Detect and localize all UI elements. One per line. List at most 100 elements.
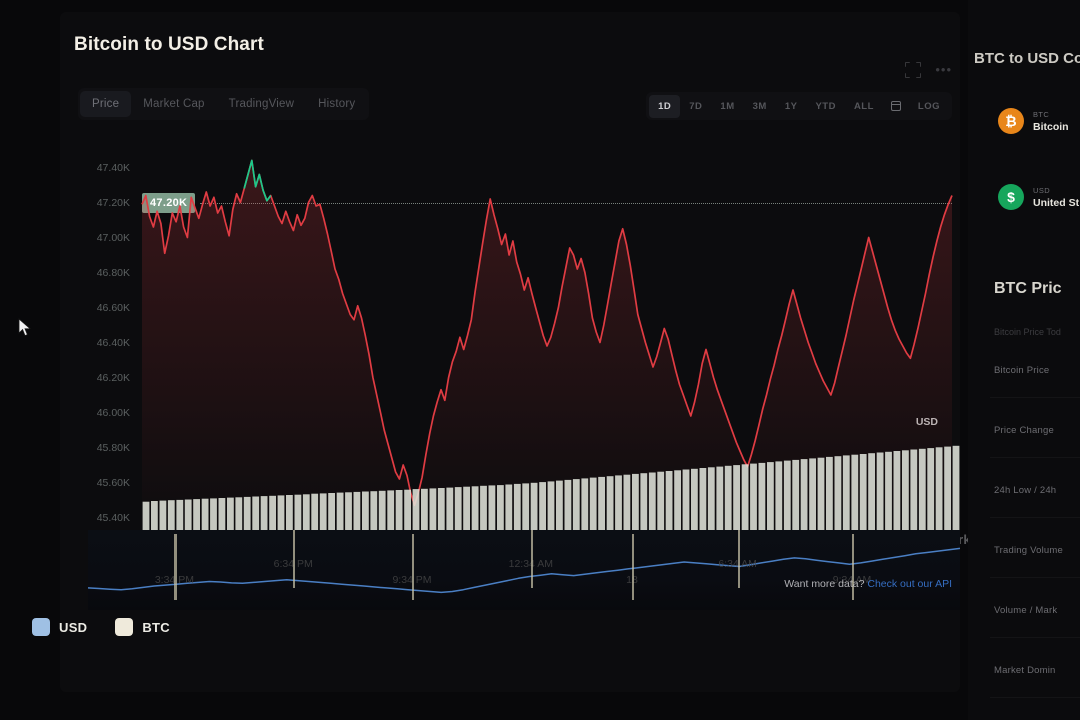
volume-bar [606, 476, 614, 535]
tab-price[interactable]: Price [80, 91, 132, 117]
coin-row-btc[interactable]: ₿ BTC Bitcoin [998, 108, 1069, 134]
legend-checkbox[interactable] [115, 618, 134, 636]
calendar-icon[interactable] [883, 96, 909, 116]
divider [990, 637, 1080, 638]
volume-bar [437, 488, 445, 535]
coin-symbol: BTC [1033, 109, 1050, 119]
coin-symbol: USD [1033, 185, 1051, 195]
volume-bar [767, 462, 774, 535]
price-plot[interactable]: M CoinMarketCap [141, 150, 1008, 549]
stat-row-label: Trading Volume [994, 545, 1063, 556]
volume-bar [176, 499, 184, 535]
dollar-icon: $ [998, 184, 1024, 210]
volume-bar [522, 483, 530, 535]
time-marker-bar [412, 534, 415, 600]
legend-item-btc[interactable]: BTC [115, 618, 170, 636]
range-all[interactable]: ALL [853, 100, 874, 112]
volume-bar [935, 447, 943, 535]
volume-bar [927, 448, 935, 536]
legend-checkbox[interactable] [32, 618, 50, 636]
volume-bar [184, 499, 192, 535]
converter-title: BTC to USD Co [974, 50, 1080, 67]
range-ytd[interactable]: YTD [815, 100, 836, 112]
volume-bar [277, 495, 285, 535]
volume-bar [842, 455, 850, 535]
divider [990, 697, 1080, 698]
volume-bar [488, 485, 496, 535]
volume-bar [471, 486, 479, 535]
volume-bar [775, 461, 783, 535]
volume-bar [142, 501, 150, 535]
tab-market-cap[interactable]: Market Cap [143, 98, 205, 110]
coin-row-usd[interactable]: $ USD United St [998, 184, 1079, 210]
stat-row-label: Bitcoin Price [994, 365, 1050, 376]
volume-bar [454, 487, 462, 535]
volume-bar [809, 458, 816, 535]
divider [990, 397, 1080, 398]
secondary-series-svg [88, 547, 960, 594]
page-title: Bitcoin to USD Chart [74, 34, 264, 55]
range-1d[interactable]: 1D [649, 94, 681, 118]
volume-bar [885, 451, 892, 536]
stat-row-label: Price Change [994, 425, 1054, 436]
volume-bar [530, 482, 538, 535]
volume-bar [151, 501, 158, 535]
volume-bar [699, 468, 707, 535]
stat-row-label: Volume / Mark [994, 605, 1058, 616]
volume-bar [319, 493, 327, 535]
range-7d[interactable]: 7D [689, 100, 703, 112]
volume-bar [682, 469, 690, 535]
volume-bar [210, 498, 217, 535]
volume-bar [539, 482, 546, 535]
volume-bar [201, 498, 209, 535]
range-1y[interactable]: 1Y [784, 100, 798, 112]
time-marker-bar [632, 534, 635, 600]
current-price-badge: 47.20K [142, 192, 196, 213]
expand-icon[interactable] [905, 62, 922, 78]
api-link[interactable]: Check out our API [867, 578, 952, 590]
legend-label: BTC [142, 619, 170, 635]
chart-legend: USD BTC [32, 618, 170, 636]
volume-bar [918, 448, 926, 535]
card-tools: ••• [905, 62, 952, 78]
volume-bar [294, 494, 302, 535]
stat-row-label: Market Domin [994, 665, 1056, 676]
volume-bar [640, 473, 648, 535]
y-axis-tick: 45.60K [96, 476, 130, 489]
volume-bar [404, 489, 411, 535]
volume-bar [480, 485, 487, 535]
divider [990, 577, 1080, 578]
volume-bar [336, 492, 344, 535]
volume-bar [227, 497, 234, 535]
volume-bar [345, 492, 352, 535]
volume-bar [876, 452, 884, 535]
legend-item-usd[interactable]: USD [32, 618, 87, 636]
volume-bar [463, 486, 470, 535]
volume-bar [252, 496, 260, 535]
range-3m[interactable]: 3M [752, 100, 767, 112]
more-options-icon[interactable]: ••• [935, 62, 952, 77]
volume-bar [353, 491, 361, 535]
volume-bar [674, 470, 681, 536]
coin-name: Bitcoin [1033, 120, 1069, 133]
volume-bar [547, 481, 555, 536]
time-marker-bar [852, 534, 855, 600]
range-1m[interactable]: 1M [720, 100, 735, 112]
volume-bar [243, 496, 251, 535]
volume-bar [505, 484, 513, 535]
volume-bar [311, 493, 319, 535]
price-series-svg [141, 159, 960, 536]
volume-bar [159, 500, 167, 535]
volume-bar [750, 463, 757, 535]
volume-bar [260, 496, 268, 535]
volume-bar [826, 456, 833, 535]
calendar-glyph [890, 101, 902, 111]
volume-bar [581, 478, 589, 535]
volume-bar [648, 472, 656, 535]
range-log[interactable]: LOG [917, 100, 940, 112]
tab-history[interactable]: History [318, 98, 356, 110]
tab-tradingview[interactable]: TradingView [228, 98, 295, 110]
volume-bar [564, 479, 572, 535]
volume-bar [421, 488, 428, 536]
